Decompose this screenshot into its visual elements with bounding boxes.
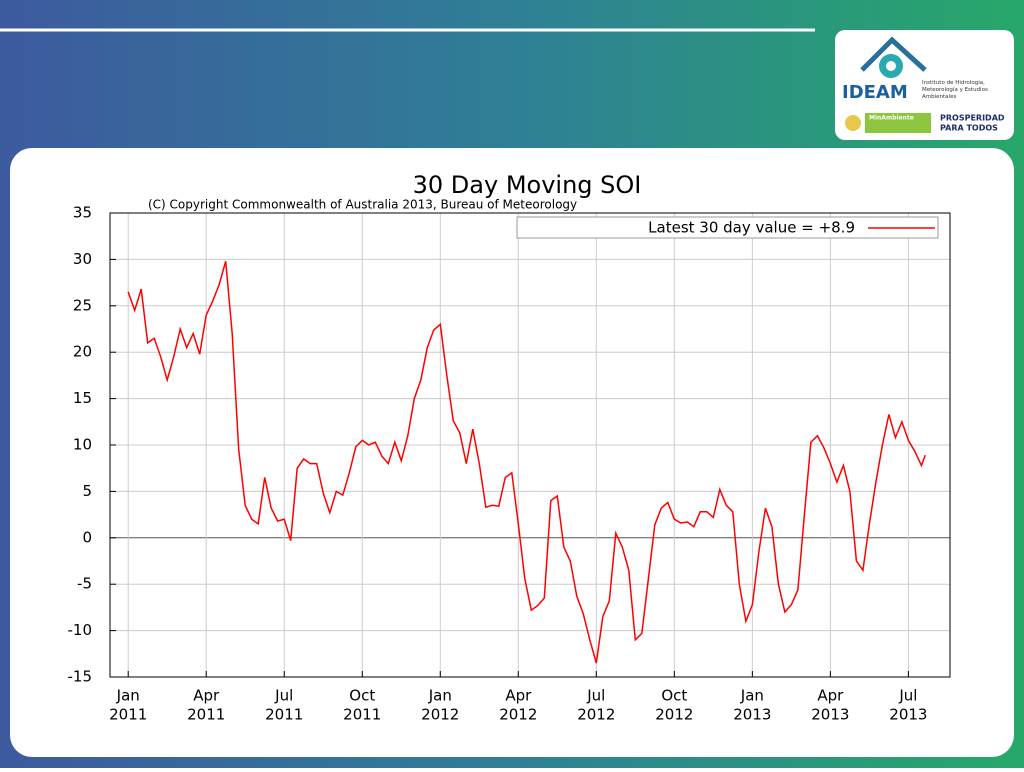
x-tick-label: Oct: [661, 687, 687, 705]
y-tick-label: 0: [82, 528, 92, 546]
y-tick-label: 15: [73, 389, 92, 407]
y-tick-label: 25: [73, 296, 92, 314]
chart-subtitle: (C) Copyright Commonwealth of Australia …: [148, 198, 577, 212]
logo-ministry-box: [865, 113, 931, 133]
y-tick-label: 5: [82, 482, 92, 500]
y-tick-label: 10: [73, 436, 92, 454]
x-tick-year: 2013: [811, 706, 849, 724]
logo-name: IDEAM: [842, 82, 908, 103]
x-tick-year: 2012: [421, 706, 459, 724]
chart-title: 30 Day Moving SOI: [413, 171, 642, 199]
plot: -15-10-505101520253035Jan2011Apr2011Jul2…: [68, 204, 951, 724]
logo-emblem: [845, 115, 861, 131]
x-tick-year: 2013: [889, 706, 927, 724]
x-tick-label: Jan: [740, 687, 764, 705]
x-tick-year: 2011: [265, 706, 303, 724]
x-tick-year: 2011: [109, 706, 147, 724]
x-tick-label: Apr: [193, 687, 220, 705]
x-tick-year: 2012: [577, 706, 615, 724]
logo-roof: [860, 36, 927, 72]
x-tick-label: Jul: [898, 687, 917, 705]
x-tick-year: 2012: [499, 706, 537, 724]
y-tick-label: 35: [73, 204, 92, 222]
y-tick-label: -10: [68, 621, 93, 639]
x-tick-year: 2011: [343, 706, 381, 724]
y-tick-label: 20: [73, 343, 92, 361]
x-tick-year: 2013: [733, 706, 771, 724]
legend-box: [516, 216, 939, 239]
y-tick-label: -15: [68, 668, 93, 686]
x-tick-label: Jan: [116, 687, 140, 705]
logo-institute-box: Instituto de Hidrología, Meteorología y …: [922, 80, 988, 100]
logo-slogan: PROSPERIDAD: [940, 114, 1005, 123]
logo-swirl-eye: [886, 61, 896, 71]
logo-slogan: PARA TODOS: [940, 124, 998, 133]
x-tick-label: Oct: [349, 687, 375, 705]
legend-label: Latest 30 day value = +8.9: [648, 219, 855, 237]
x-tick-label: Jul: [586, 687, 605, 705]
series-line: [127, 261, 927, 664]
x-tick-label: Jan: [428, 687, 452, 705]
y-tick-label: 30: [73, 250, 92, 268]
x-tick-year: 2012: [655, 706, 693, 724]
x-tick-label: Jul: [274, 687, 293, 705]
logo-box: [835, 30, 1014, 140]
logo-ministry: MinAmbiente: [869, 115, 914, 122]
x-tick-label: Apr: [817, 687, 844, 705]
y-tick-label: -5: [77, 575, 92, 593]
logo-institute: Instituto de Hidrología, Meteorología y …: [922, 80, 988, 100]
x-tick-year: 2011: [187, 706, 225, 724]
plot-frame: [109, 212, 951, 678]
x-tick-label: Apr: [505, 687, 532, 705]
